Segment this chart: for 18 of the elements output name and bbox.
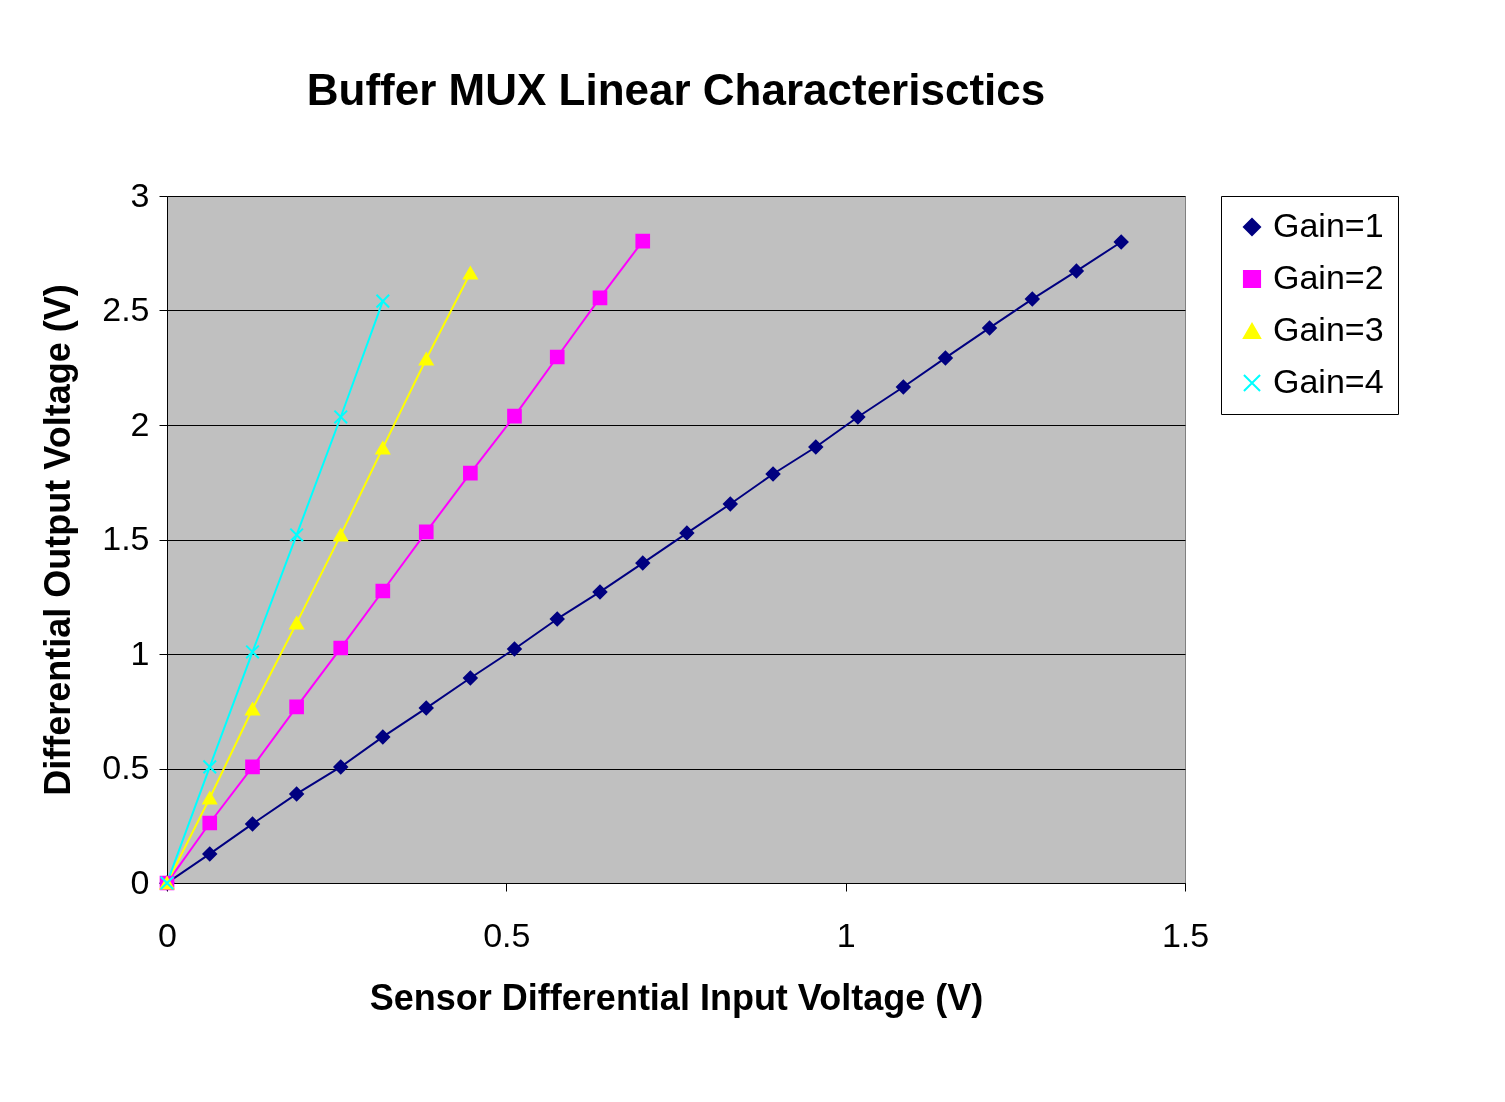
y-tick-label: 1 [130,633,150,672]
y-tick-label: 0 [130,862,150,901]
legend-label: Gain=4 [1273,362,1384,400]
y-axis-title: Differential Output Voltage (V) [37,284,79,796]
x-axis-title: Sensor Differential Input Voltage (V) [369,976,984,1018]
y-tick-label: 2.5 [102,290,150,328]
legend-label: Gain=3 [1273,310,1384,348]
x-tick-label: 1.5 [1161,915,1210,954]
y-tick-label: 0.5 [102,748,150,786]
x-tick-label: 0.5 [483,915,531,954]
y-tick-label: 3 [130,175,150,214]
y-tick-label: 2 [130,404,150,443]
legend-label: Gain=2 [1273,258,1384,296]
x-tick-label: 1 [836,915,856,954]
chart-title: Buffer MUX Linear Characterisctics [306,65,1046,114]
legend-label: Gain=1 [1273,206,1384,244]
y-tick-label: 1.5 [102,519,150,557]
x-tick-label: 0 [158,915,177,954]
